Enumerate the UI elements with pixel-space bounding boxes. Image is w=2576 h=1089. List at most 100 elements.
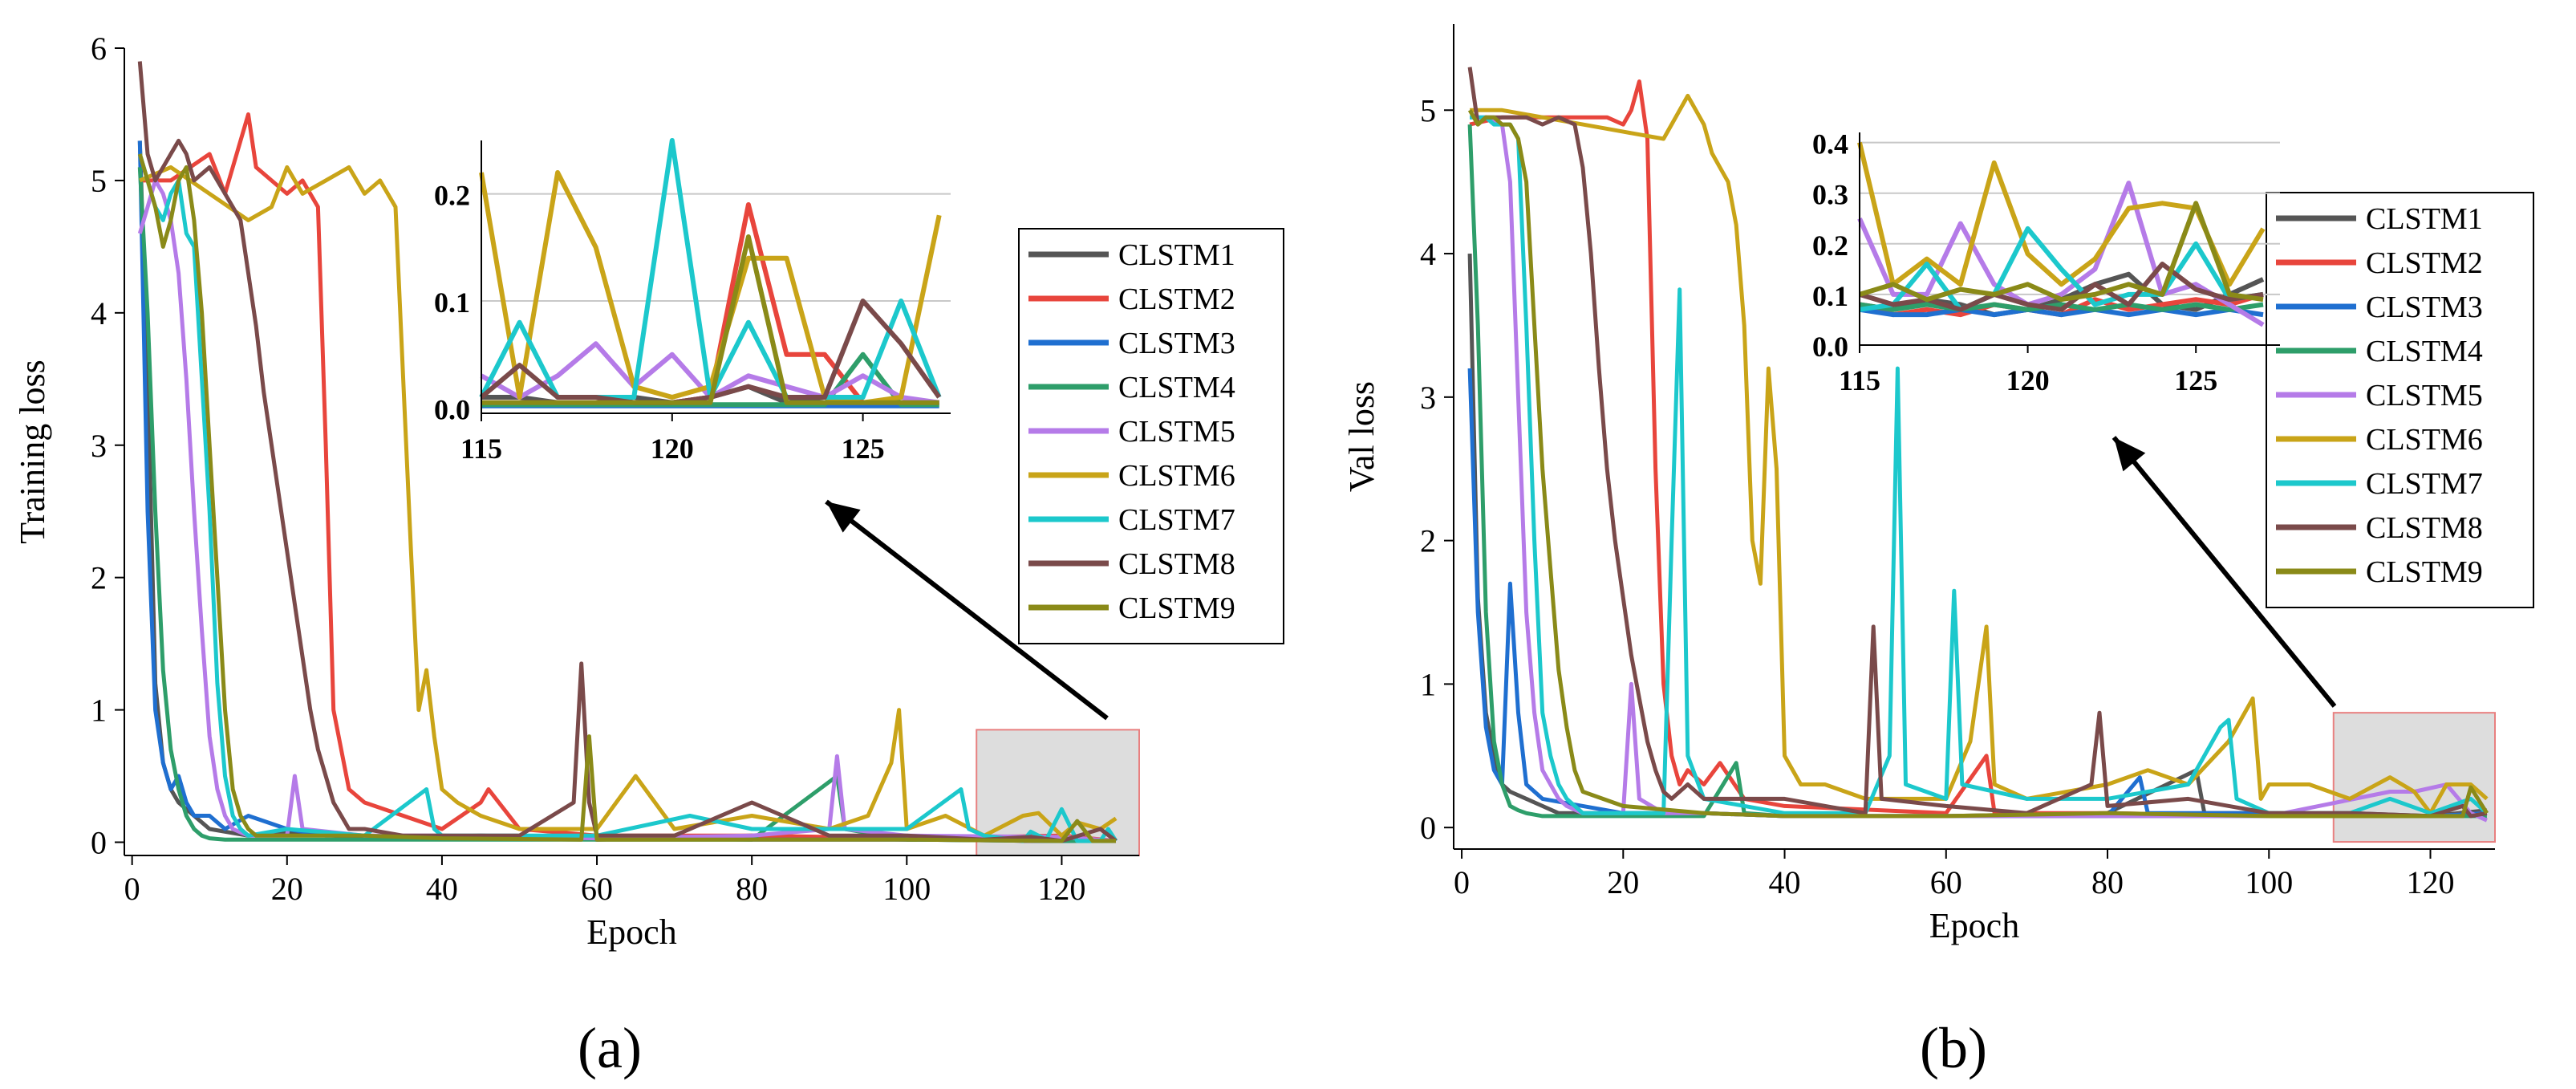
x-tick-label: 100 [2245, 864, 2293, 900]
inset-x-tick-label: 115 [1839, 364, 1880, 396]
inset-series-line-clstm7 [1859, 226, 2264, 312]
legend-label-clstm5: CLSTM5 [2366, 379, 2483, 412]
y-tick-label: 1 [91, 693, 107, 729]
legend-label-clstm2: CLSTM2 [2366, 246, 2483, 280]
y-tick-label: 4 [91, 295, 107, 331]
x-tick-label: 40 [1769, 864, 1801, 900]
x-tick-label: 0 [1454, 864, 1470, 900]
series-line-clstm4 [137, 167, 1116, 843]
legend-label-clstm2: CLSTM2 [1118, 282, 1235, 316]
series-line-clstm2 [1469, 79, 2488, 819]
y-tick-label: 2 [91, 560, 107, 596]
legend: CLSTM1 CLSTM2 CLSTM3 CLSTM4 CLSTM5 CLSTM6 CLST… [2266, 192, 2534, 608]
series-line-clstm7 [137, 153, 1118, 843]
panel-label-b: (b) [1920, 1016, 1987, 1080]
series-line-clstm8 [1467, 67, 2488, 819]
x-tick-label: 60 [1930, 864, 1962, 900]
inset-y-tick-label: 0.1 [434, 286, 470, 319]
series-line-clstm3 [1467, 368, 2488, 819]
y-tick-label: 5 [1420, 92, 1436, 128]
inset-chart: 115 120 125 0.0 0.1 0.2 0.3 0.4 [1812, 128, 2280, 396]
series-line-clstm2 [140, 112, 1117, 843]
series-line-clstm8 [137, 61, 1118, 843]
x-tick-label: 40 [426, 871, 458, 907]
inset-x-tick-label: 120 [651, 433, 694, 465]
y-tick-label: 5 [91, 163, 107, 199]
series-line-clstm1 [137, 140, 1117, 843]
y-tick-label: 4 [1420, 236, 1436, 272]
inset-y-tick-label: 0.2 [1812, 230, 1848, 262]
inset-y-tick-label: 0.0 [434, 393, 470, 425]
x-tick-label: 80 [736, 871, 768, 907]
x-tick-label: 20 [1607, 864, 1639, 900]
inset-y-tick-label: 0.3 [1812, 179, 1848, 211]
inset-series-line-clstm5 [1857, 181, 2265, 327]
series-line-clstm5 [137, 178, 1117, 843]
inset-y-tick-label: 0.0 [1812, 331, 1848, 363]
x-tick-label: 0 [124, 871, 140, 907]
y-tick-label: 0 [1420, 810, 1436, 846]
x-tick-label: 120 [1037, 871, 1085, 907]
val-loss-chart: 0 20 40 60 80 100 120 0 1 2 3 4 5 Epoch Val loss CLSTM1… [1342, 24, 2534, 945]
inset-series-line-clstm4 [1859, 302, 2264, 312]
legend-label-clstm3: CLSTM3 [2366, 291, 2483, 324]
legend-label-clstm6: CLSTM6 [2366, 423, 2483, 457]
legend: CLSTM1 CLSTM2 CLSTM3 CLSTM4 CLSTM5 CLSTM6 CLST… [1018, 228, 1284, 644]
zoom-arrow [2112, 436, 2337, 708]
y-tick-label: 3 [1420, 380, 1436, 416]
series-line-clstm5 [1470, 115, 2488, 823]
y-axis-label: Training loss [13, 360, 52, 543]
inset-series-line-clstm6 [1857, 141, 2266, 287]
inset-y-tick-label: 0.1 [1812, 280, 1848, 312]
panel-label-a: (a) [578, 1016, 642, 1080]
zoom-highlight-box [2332, 712, 2497, 843]
inset-y-tick-label: 0.4 [1812, 128, 1848, 161]
legend-label-clstm9: CLSTM9 [2366, 555, 2483, 589]
zoom-arrow-head [826, 502, 861, 533]
inset-x-tick-label: 115 [460, 433, 502, 465]
x-tick-label: 20 [271, 871, 303, 907]
y-tick-label: 6 [91, 30, 107, 67]
zoom-arrow [825, 499, 1109, 721]
zoom-arrow-head [2114, 437, 2146, 472]
legend-label-clstm7: CLSTM7 [2366, 467, 2483, 501]
legend-label-clstm3: CLSTM3 [1118, 327, 1235, 360]
y-tick-label: 2 [1420, 523, 1436, 559]
legend-label-clstm8: CLSTM8 [2366, 511, 2483, 545]
panel-a: 0 20 40 60 80 100 120 0 1 2 3 4 5 6 Epoch Training loss… [13, 30, 1284, 1080]
x-axis-label: Epoch [1929, 906, 2019, 945]
inset-series-line-clstm3 [1859, 307, 2264, 318]
y-axis-label: Val loss [1342, 381, 1381, 492]
legend-label-clstm8: CLSTM8 [1118, 547, 1235, 581]
legend-label-clstm6: CLSTM6 [1118, 459, 1235, 493]
legend-label-clstm4: CLSTM4 [2366, 335, 2483, 368]
panel-b: 0 20 40 60 80 100 120 0 1 2 3 4 5 Epoch Val loss CLSTM1… [1342, 24, 2534, 1080]
series-line-clstm3 [137, 140, 1116, 843]
y-tick-label: 0 [91, 825, 107, 861]
legend-label-clstm9: CLSTM9 [1118, 591, 1235, 625]
training-loss-chart: 0 20 40 60 80 100 120 0 1 2 3 4 5 6 Epoch Training loss… [13, 30, 1284, 952]
inset-x-tick-label: 125 [842, 433, 885, 465]
series-line-clstm7 [1470, 115, 2489, 815]
series-line-clstm9 [1467, 109, 2489, 819]
x-axis-label: Epoch [586, 912, 676, 952]
inset-x-tick-label: 120 [2006, 364, 2050, 396]
x-tick-label: 100 [882, 871, 931, 907]
x-tick-label: 60 [581, 871, 613, 907]
inset-chart: 115 120 125 0.0 0.1 0.2 [434, 138, 951, 465]
legend-label-clstm1: CLSTM1 [1118, 238, 1235, 272]
legend-label-clstm5: CLSTM5 [1118, 415, 1235, 449]
x-tick-label: 80 [2091, 864, 2124, 900]
series-line-clstm9 [137, 153, 1116, 843]
legend-label-clstm4: CLSTM4 [1118, 371, 1235, 404]
series-line-clstm6 [139, 165, 1118, 838]
y-tick-label: 3 [91, 428, 107, 464]
inset-series-line-clstm9 [481, 234, 939, 405]
legend-label-clstm1: CLSTM1 [2366, 202, 2483, 236]
inset-series-line-clstm9 [1859, 201, 2264, 303]
inset-y-tick-label: 0.2 [434, 180, 470, 212]
legend-label-clstm7: CLSTM7 [1118, 503, 1235, 537]
inset-x-tick-label: 125 [2174, 364, 2217, 396]
x-tick-label: 120 [2407, 864, 2455, 900]
